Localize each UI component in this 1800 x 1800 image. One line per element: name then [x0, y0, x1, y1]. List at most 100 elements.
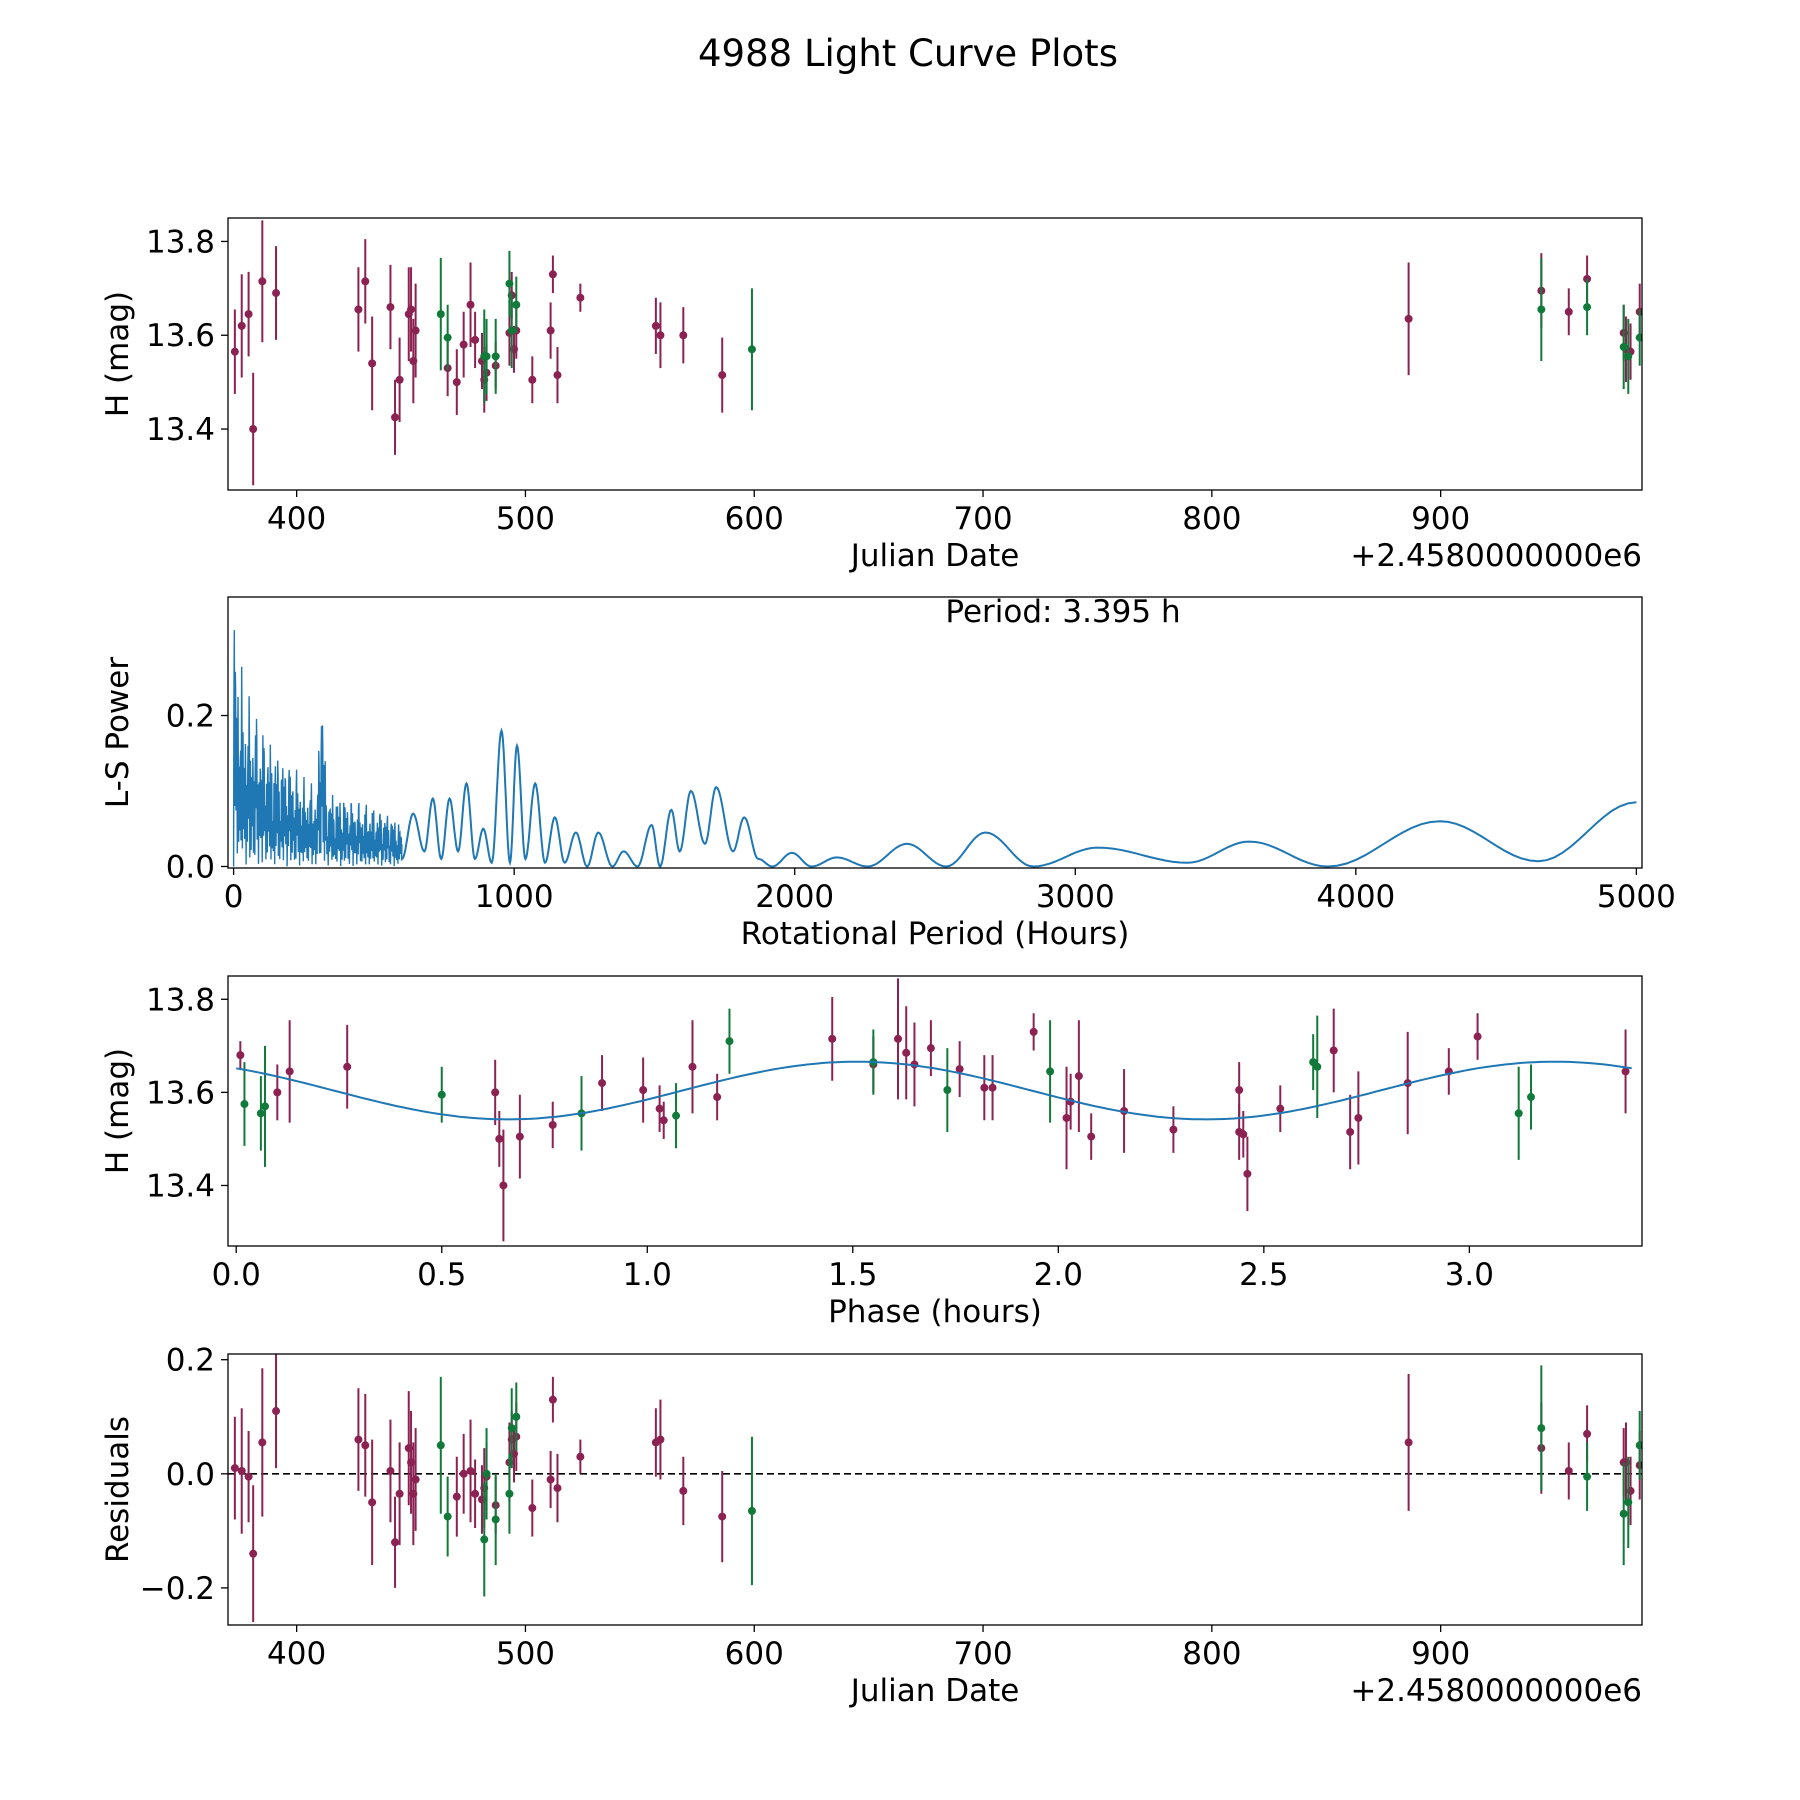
- purple-data-point: [452, 378, 461, 387]
- purple-data-point: [368, 1498, 377, 1507]
- purple-data-point: [553, 1484, 562, 1493]
- panel-residuals: 400 500 600 700 800 900 −0.2 0.0 0.2 Julian Date R…: [100, 1343, 1643, 1709]
- fit-curve: [236, 1060, 1632, 1121]
- x-tick-label: 800: [1182, 501, 1241, 537]
- purple-data-point: [258, 1438, 267, 1447]
- green-data-point: [1537, 305, 1546, 314]
- purple-data-point: [499, 1181, 508, 1190]
- figure-title: 4988 Light Curve Plots: [698, 32, 1118, 75]
- purple-data-point: [656, 1435, 665, 1444]
- purple-data-point: [411, 1475, 420, 1484]
- y-tick-label: 0.0: [166, 1457, 215, 1493]
- green-data-point: [1624, 1498, 1633, 1507]
- purple-data-point: [679, 331, 688, 340]
- purple-data-point: [354, 1435, 363, 1444]
- green-data-point: [1527, 1093, 1536, 1102]
- purple-data-point: [980, 1083, 989, 1092]
- data-layer: [232, 630, 1637, 868]
- purple-data-point: [361, 1441, 370, 1450]
- purple-data-point: [598, 1079, 607, 1088]
- plot-frame: [227, 1353, 1643, 1626]
- purple-data-point: [249, 1549, 258, 1558]
- green-data-point: [1583, 303, 1592, 312]
- purple-data-point: [411, 326, 420, 335]
- purple-data-point: [230, 1464, 239, 1473]
- purple-data-point: [343, 1062, 352, 1071]
- purple-data-point: [902, 1048, 911, 1057]
- purple-data-point: [576, 1452, 585, 1461]
- green-data-point: [480, 1535, 489, 1544]
- green-data-point: [240, 1100, 249, 1109]
- purple-data-point: [236, 1051, 245, 1060]
- x-tick-label: 0: [224, 879, 244, 915]
- y-tick-label: 13.8: [146, 224, 215, 260]
- purple-data-point: [1404, 314, 1413, 323]
- purple-data-point: [679, 1486, 688, 1495]
- purple-data-point: [548, 270, 557, 279]
- green-data-point: [491, 1515, 500, 1524]
- x-tick-label: 2.5: [1239, 1257, 1288, 1293]
- x-axis-label: Phase (hours): [828, 1294, 1042, 1330]
- green-data-point: [747, 345, 756, 354]
- purple-data-point: [386, 1466, 395, 1475]
- green-data-point: [1624, 352, 1633, 361]
- purple-data-point: [285, 1067, 294, 1076]
- purple-data-point: [1276, 1104, 1285, 1113]
- y-tick-label: −0.2: [140, 1571, 215, 1607]
- green-data-point: [482, 1469, 491, 1478]
- periodogram-noise-line: [232, 630, 403, 867]
- green-data-point: [512, 1412, 521, 1421]
- purple-data-point: [459, 340, 468, 349]
- x-tick-label: 1.0: [623, 1257, 672, 1293]
- purple-data-point: [258, 277, 267, 286]
- purple-data-point: [407, 305, 416, 314]
- green-data-point: [505, 1489, 514, 1498]
- green-data-point: [943, 1086, 952, 1095]
- green-data-point: [672, 1111, 681, 1120]
- purple-data-point: [1243, 1169, 1252, 1178]
- x-tick-label: 3.0: [1445, 1257, 1494, 1293]
- y-tick-label: 13.4: [146, 1168, 215, 1204]
- purple-data-point: [237, 321, 246, 330]
- purple-data-point: [466, 1466, 475, 1475]
- y-tick-label: 13.6: [146, 1075, 215, 1111]
- green-data-point: [443, 333, 452, 342]
- green-data-point: [747, 1506, 756, 1515]
- x-tick-label: 4000: [1316, 879, 1395, 915]
- green-data-point: [260, 1102, 269, 1111]
- green-data-point: [505, 279, 514, 288]
- purple-data-point: [546, 326, 555, 335]
- x-tick-label: 600: [725, 1636, 784, 1672]
- x-offset-label: +2.4580000000e6: [1350, 538, 1642, 574]
- x-tick-label: 700: [953, 501, 1012, 537]
- green-data-point: [725, 1037, 734, 1046]
- purple-data-point: [548, 1120, 557, 1129]
- data-layer: [230, 220, 1642, 486]
- x-axis-label: Julian Date: [849, 538, 1020, 574]
- green-data-point: [1619, 342, 1628, 351]
- purple-data-point: [651, 321, 660, 330]
- green-data-point: [491, 352, 500, 361]
- purple-data-point: [515, 1132, 524, 1141]
- purple-data-point: [639, 1086, 648, 1095]
- purple-data-point: [1404, 1438, 1413, 1447]
- x-tick-label: 800: [1182, 1636, 1241, 1672]
- purple-data-point: [452, 1492, 461, 1501]
- green-data-point: [436, 310, 445, 319]
- purple-data-point: [1583, 1429, 1592, 1438]
- x-axis-label: Julian Date: [849, 1673, 1020, 1709]
- y-tick-label: 13.4: [146, 412, 215, 448]
- green-data-point: [256, 1109, 265, 1118]
- purple-data-point: [656, 331, 665, 340]
- purple-data-point: [894, 1034, 903, 1043]
- purple-data-point: [546, 1475, 555, 1484]
- y-tick-label: 0.0: [166, 849, 215, 885]
- x-tick-label: 500: [496, 1636, 555, 1672]
- plot-frame: [227, 596, 1643, 869]
- green-data-point: [1537, 1424, 1546, 1433]
- y-tick-label: 0.2: [166, 1343, 215, 1379]
- green-data-point: [507, 326, 516, 335]
- purple-data-point: [471, 335, 480, 344]
- x-tick-label: 400: [267, 1636, 326, 1672]
- green-data-point: [437, 1090, 446, 1099]
